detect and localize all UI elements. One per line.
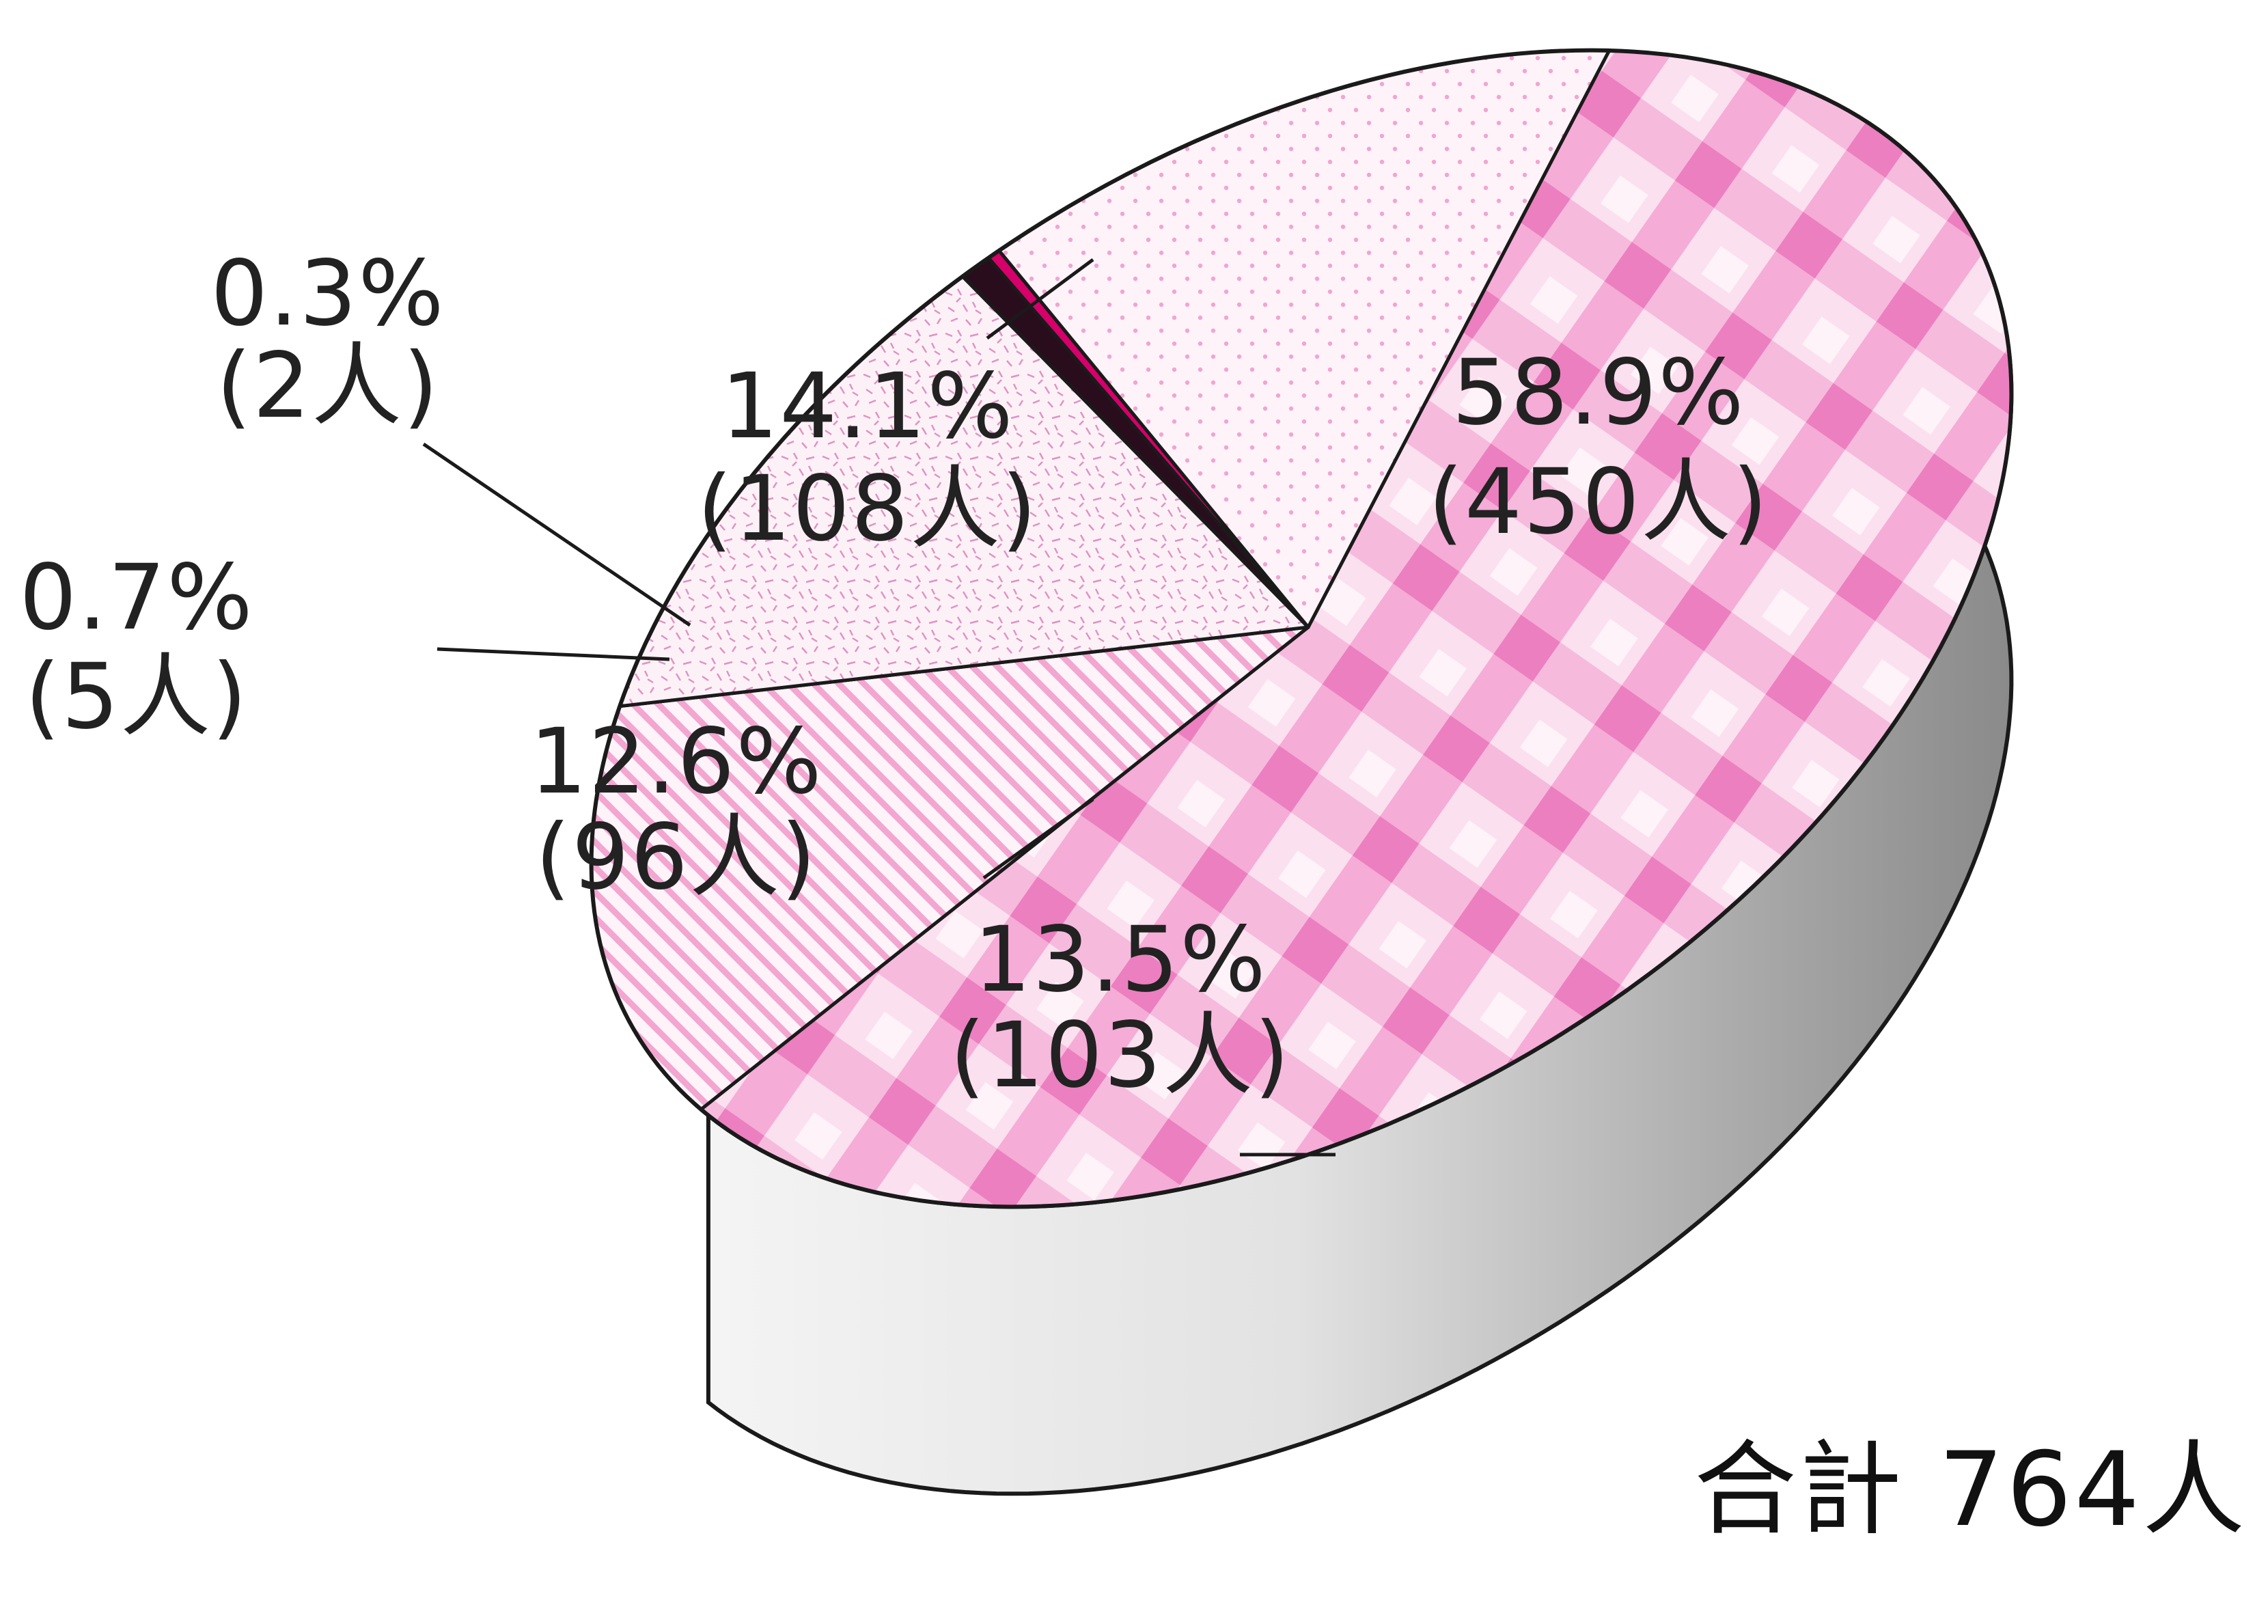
leader-line-2 — [986, 258, 1094, 340]
leader-line-3 — [982, 797, 1094, 880]
slice-count-label-0: (450人) — [1428, 450, 1769, 555]
slice-percent-label-3: 0.7% — [19, 545, 253, 650]
leader-line-1 — [437, 647, 670, 661]
slice-percent-label-5: 14.1% — [721, 354, 1014, 459]
total-label-value: 764人 — [1939, 1431, 2248, 1550]
total-label-prefix: 合計 — [1694, 1431, 1905, 1550]
total-label: 合計 764人 — [1694, 1431, 2248, 1550]
slice-percent-label-1: 13.5% — [973, 907, 1267, 1013]
leader-line-0 — [422, 442, 691, 627]
slice-labels: 58.9%(450人) 13.5%(103人) 12.6%(96人) 0.7%(5人)… — [19, 241, 1769, 1108]
slice-count-label-4: (2人) — [217, 333, 440, 439]
pie-top — [589, 48, 2014, 1209]
slice-count-label-2: (96人) — [536, 805, 818, 910]
slice-percent-label-0: 58.9% — [1452, 340, 1745, 445]
pie-top-outline — [589, 48, 2014, 1209]
leader-lines — [422, 258, 1336, 1157]
slice-count-label-1: (103人) — [950, 1003, 1291, 1108]
slice-percent-label-2: 12.6% — [529, 709, 822, 814]
slice-count-label-5: (108人) — [697, 456, 1038, 562]
slice-count-label-3: (5人) — [25, 644, 249, 749]
slice-percent-label-4: 0.3% — [210, 241, 445, 346]
